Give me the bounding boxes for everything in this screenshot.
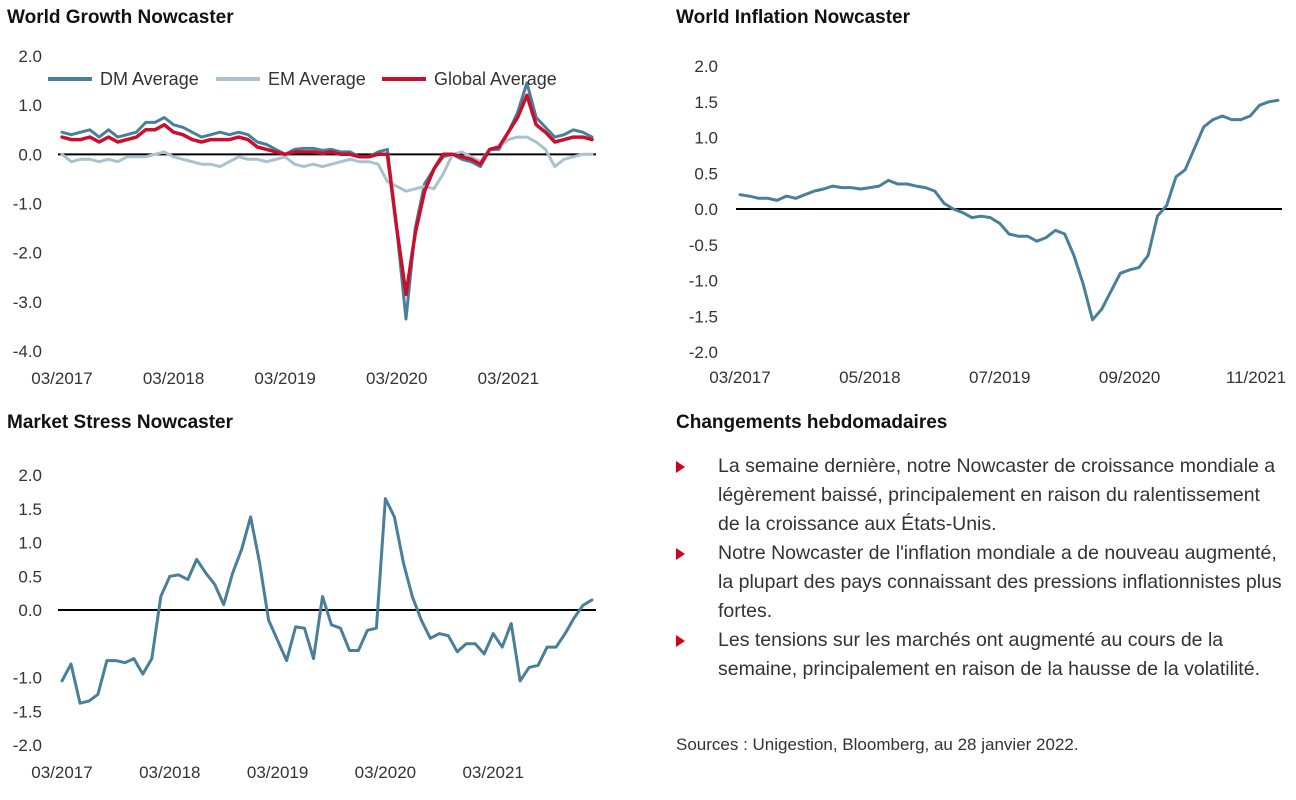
x-tick-label: 07/2019 (969, 368, 1030, 387)
x-tick-label: 03/2019 (247, 763, 308, 782)
y-tick-label: 1.0 (18, 96, 42, 115)
inflation-chart-title: World Inflation Nowcaster (676, 7, 911, 28)
y-tick-label: 2.0 (18, 466, 42, 485)
x-tick-label: 03/2017 (31, 369, 92, 388)
inflation-series-line (738, 98, 1280, 322)
x-tick-label: 03/2020 (366, 369, 427, 388)
x-tick-label: 03/2017 (709, 368, 770, 387)
legend-label: Global Average (434, 69, 557, 89)
triangle-bullet-icon (676, 635, 685, 647)
x-tick-label: 03/2018 (139, 763, 200, 782)
y-tick-label: -2.0 (13, 736, 42, 755)
x-tick-label: 03/2021 (478, 369, 539, 388)
y-tick-label: 0.5 (18, 567, 42, 586)
text-panel-title: Changements hebdomadaires (676, 412, 948, 433)
y-tick-label: -3.0 (13, 293, 42, 312)
y-tick-label: 2.0 (18, 47, 42, 66)
x-tick-label: 03/2017 (31, 763, 92, 782)
y-tick-label: 0.0 (18, 601, 42, 620)
x-tick-label: 03/2020 (355, 763, 416, 782)
weekly-change-text: Les tensions sur les marchés ont augment… (718, 629, 1260, 680)
stress-chart-title: Market Stress Nowcaster (7, 412, 233, 433)
y-tick-label: -4.0 (13, 342, 42, 361)
x-tick-label: 05/2018 (839, 368, 900, 387)
y-tick-label: 1.0 (694, 129, 718, 148)
y-tick-label: 1.5 (18, 500, 42, 519)
y-tick-label: -1.0 (689, 272, 718, 291)
y-tick-label: 1.0 (18, 534, 42, 553)
weekly-change-item: La semaine dernière, notre Nowcaster de … (676, 452, 1286, 539)
y-tick-label: 0.0 (694, 200, 718, 219)
x-tick-label: 03/2021 (462, 763, 523, 782)
triangle-bullet-icon (676, 548, 685, 560)
global-average-series-line (60, 93, 594, 297)
sources-note: Sources : Unigestion, Bloomberg, au 28 j… (676, 735, 1079, 754)
inflation-chart: 2.0 1.5 1.0 0.5 0.0 -0.5 -1.0 -1.5 -2.0 03/2017 05… (689, 57, 1286, 387)
x-tick-label: 03/2018 (143, 369, 204, 388)
triangle-bullet-icon (676, 461, 685, 473)
y-tick-label: -1.5 (13, 702, 42, 721)
y-tick-label: -1.0 (13, 669, 42, 688)
stress-series-line (60, 497, 594, 705)
y-tick-label: 0.5 (694, 164, 718, 183)
legend-label: EM Average (268, 69, 366, 89)
y-tick-label: -1.5 (689, 307, 718, 326)
stress-chart: 2.0 1.5 1.0 0.5 0.0 -1.0 -1.5 -2.0 03/2017 03/201… (13, 466, 596, 782)
legend-label: DM Average (100, 69, 199, 89)
y-tick-label: 0.0 (18, 145, 42, 164)
y-tick-label: -2.0 (689, 343, 718, 362)
growth-chart-title: World Growth Nowcaster (7, 7, 234, 28)
dm-average-series-line (60, 81, 594, 321)
x-tick-label: 11/2021 (1226, 368, 1286, 387)
y-tick-label: -1.0 (13, 195, 42, 214)
y-tick-label: -2.0 (13, 244, 42, 263)
x-tick-label: 03/2019 (254, 369, 315, 388)
growth-chart: 2.0 1.0 0.0 -1.0 -2.0 -3.0 -4.0 03/2017 03/2018 0… (13, 47, 596, 388)
weekly-changes-list: La semaine dernière, notre Nowcaster de … (676, 452, 1286, 684)
y-tick-label: 1.5 (694, 93, 718, 112)
weekly-change-item: Notre Nowcaster de l'inflation mondiale … (676, 539, 1286, 626)
weekly-change-text: La semaine dernière, notre Nowcaster de … (718, 455, 1276, 535)
y-tick-label: -0.5 (689, 236, 718, 255)
weekly-change-item: Les tensions sur les marchés ont augment… (676, 626, 1286, 684)
weekly-change-text: Notre Nowcaster de l'inflation mondiale … (718, 542, 1282, 622)
y-tick-label: 2.0 (694, 57, 718, 76)
em-average-series-line (60, 135, 594, 193)
x-tick-label: 09/2020 (1099, 368, 1160, 387)
